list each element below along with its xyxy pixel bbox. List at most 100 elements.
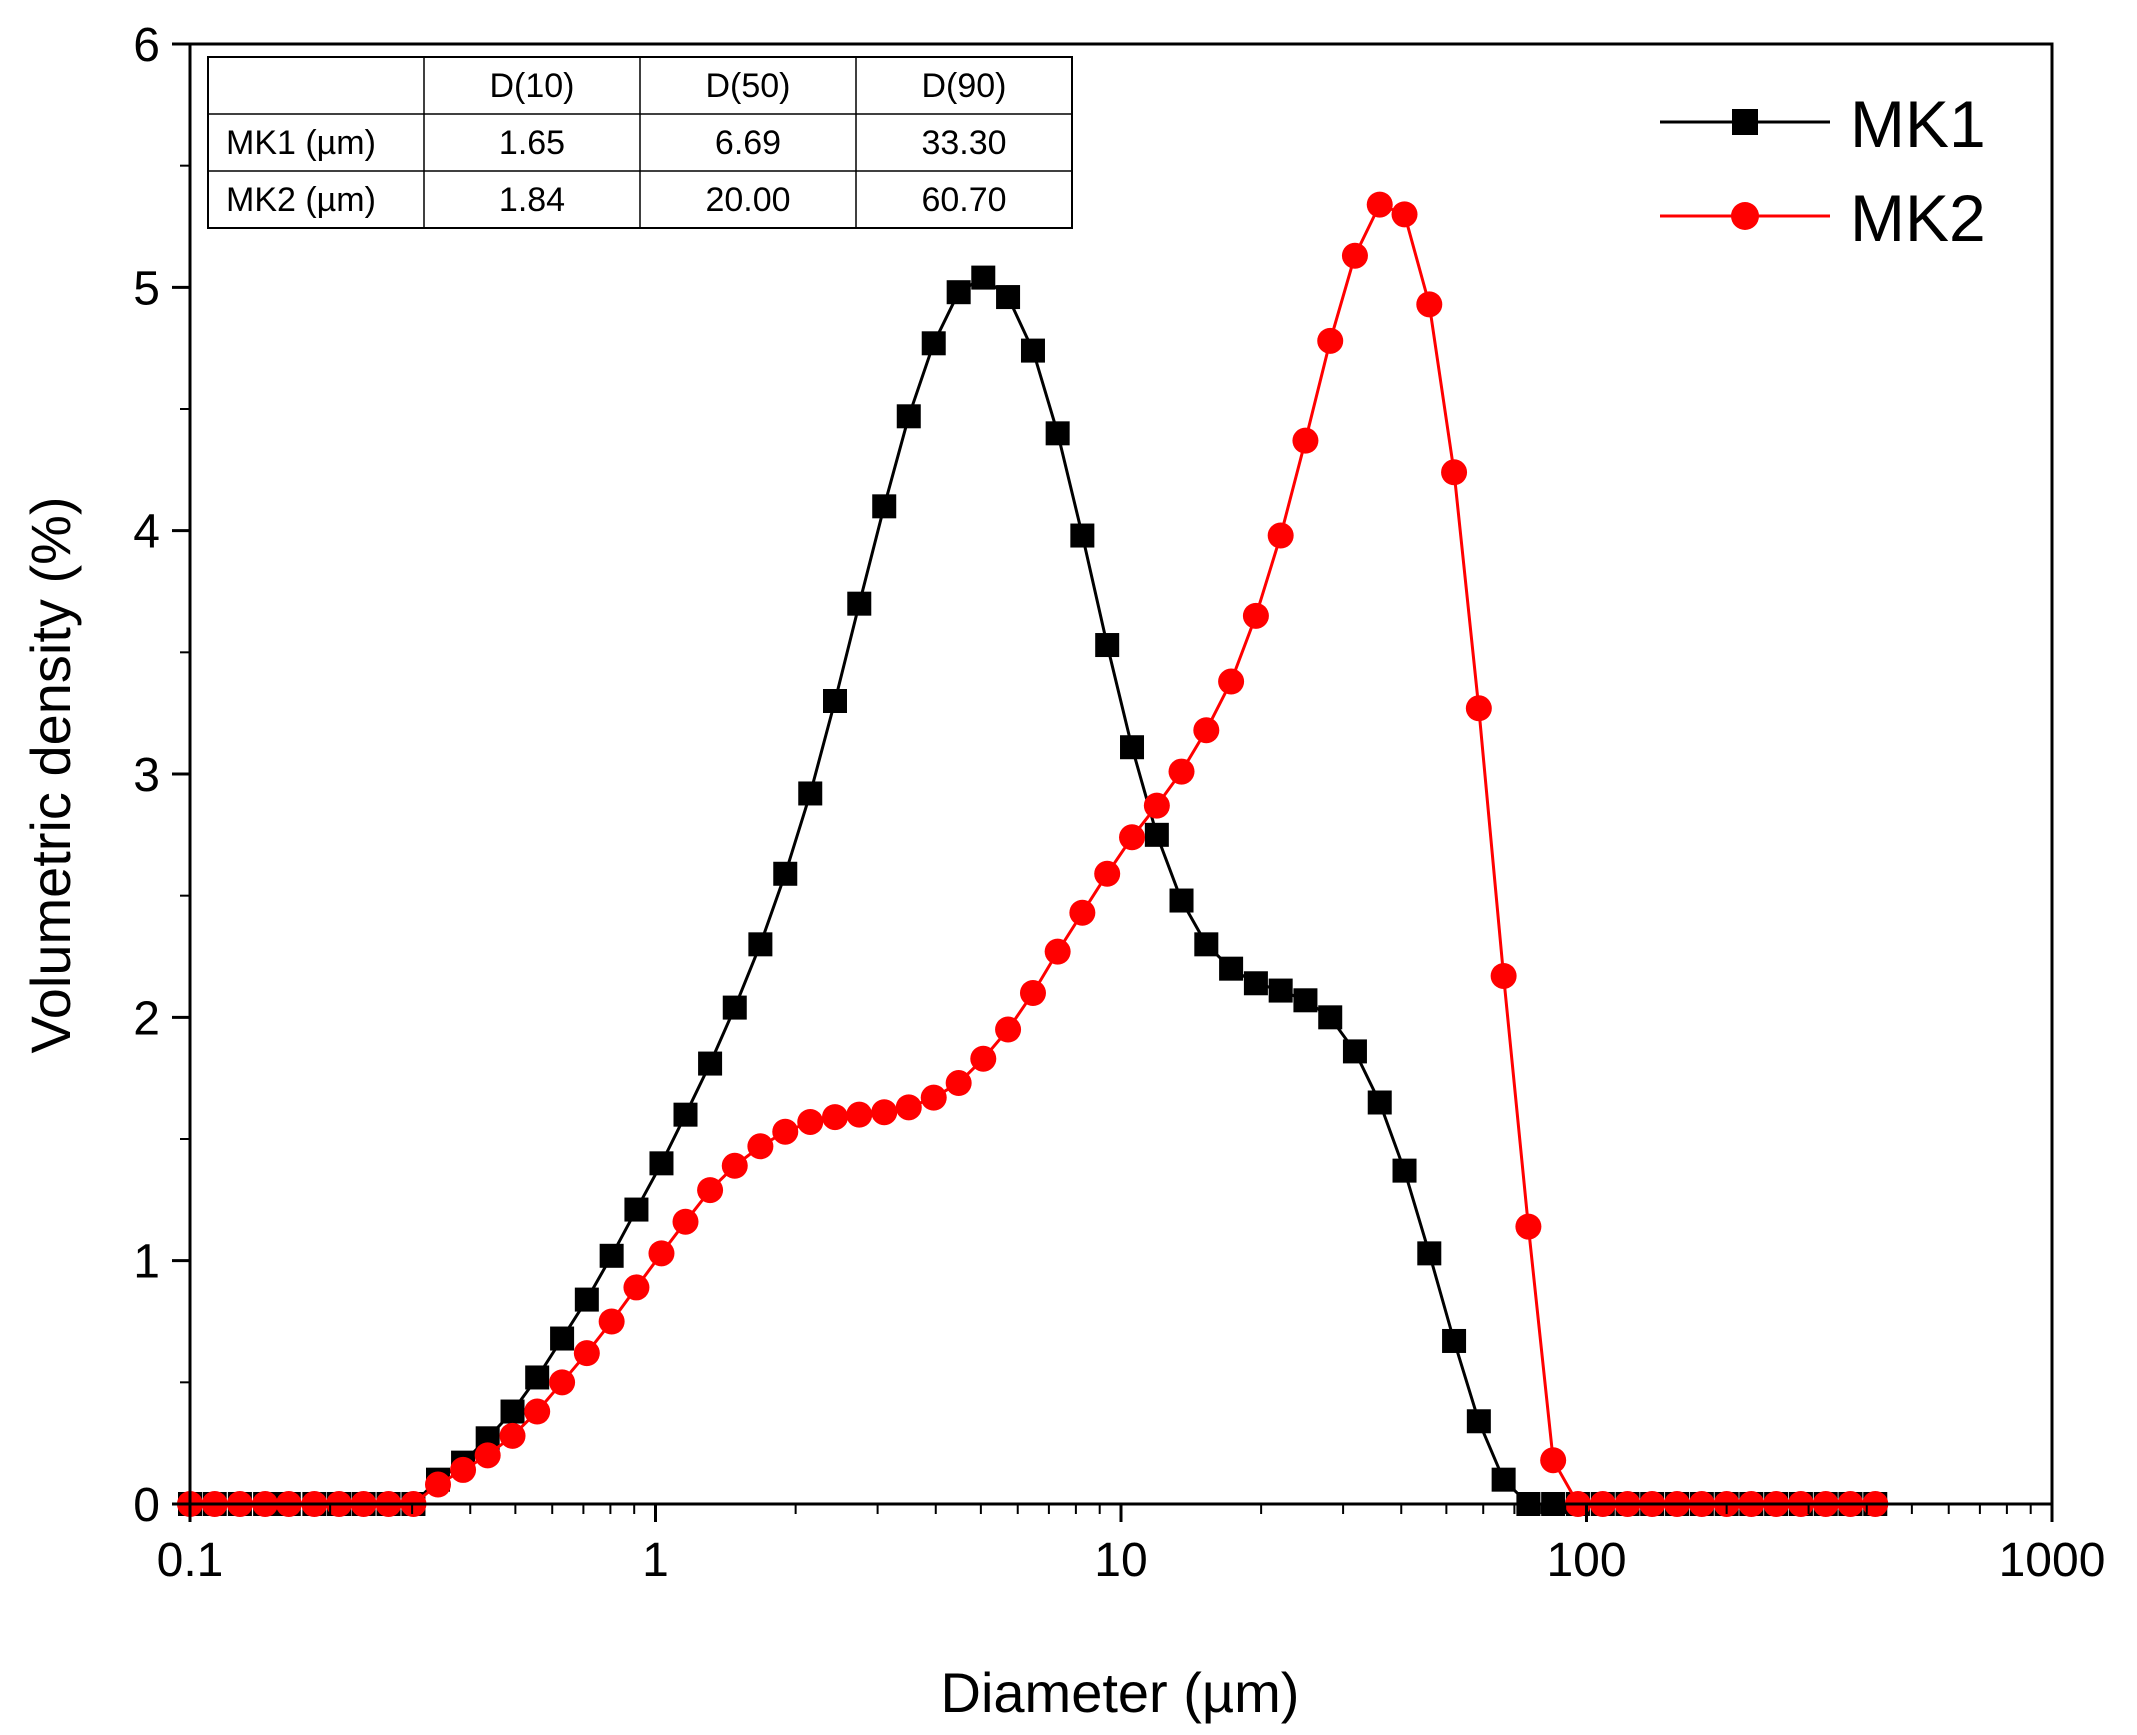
data-point-mk2 [474, 1442, 501, 1469]
y-tick-label: 5 [133, 262, 160, 315]
table-header-d50: D(50) [705, 67, 790, 105]
series-layer [177, 191, 1889, 1517]
data-point-mk2 [1168, 758, 1195, 785]
data-point-mk2 [871, 1099, 898, 1126]
y-tick-label: 0 [133, 1479, 160, 1532]
x-axis-title: Diameter (µm) [941, 1661, 1300, 1724]
data-point-mk2 [573, 1340, 600, 1367]
legend: MK1 MK2 [1660, 87, 1986, 255]
table-cell-mk1-d90: 33.30 [921, 124, 1006, 162]
data-point-mk1 [1219, 956, 1244, 981]
data-point-mk2 [772, 1118, 799, 1145]
data-point-mk2 [797, 1108, 824, 1135]
data-point-mk1 [722, 995, 747, 1020]
data-point-mk2 [1267, 522, 1294, 549]
x-tick-label: 1 [642, 1534, 669, 1587]
data-point-mk1 [550, 1326, 575, 1351]
data-point-mk1 [525, 1365, 550, 1390]
table-row-label-mk1: MK1 (µm) [226, 124, 376, 162]
data-point-mk2 [1416, 291, 1443, 318]
data-point-mk2 [1019, 980, 1046, 1006]
data-point-mk1 [1293, 988, 1318, 1013]
data-point-mk2 [747, 1133, 774, 1160]
table-row-label-mk2: MK2 (µm) [226, 181, 376, 219]
data-point-mk1 [896, 404, 921, 429]
data-point-mk2 [1515, 1213, 1542, 1240]
data-point-mk2 [499, 1422, 526, 1449]
data-point-mk1 [1367, 1090, 1392, 1115]
data-point-mk1 [1392, 1158, 1417, 1183]
data-point-mk2 [1143, 792, 1170, 819]
table-cell-mk2-d90: 60.70 [921, 181, 1006, 219]
data-point-mk1 [673, 1102, 698, 1127]
data-point-mk1 [1243, 971, 1268, 996]
data-point-mk1 [500, 1399, 525, 1424]
data-point-mk2 [970, 1045, 997, 1072]
data-point-mk2 [672, 1208, 699, 1235]
x-tick-label: 100 [1546, 1534, 1626, 1587]
y-tick-label: 1 [133, 1236, 160, 1289]
series-mk2 [177, 191, 1889, 1517]
data-point-mk1 [1318, 1005, 1343, 1030]
data-point-mk2 [623, 1274, 650, 1301]
data-point-mk2 [821, 1104, 848, 1131]
data-point-mk2 [1317, 327, 1344, 354]
data-point-mk1 [1095, 633, 1120, 658]
data-point-mk2 [1193, 717, 1220, 744]
data-point-mk1 [1169, 888, 1194, 913]
data-point-mk1 [921, 331, 946, 356]
data-point-mk1 [996, 285, 1021, 310]
legend-label-mk1: MK1 [1850, 87, 1986, 161]
data-point-mk1 [748, 932, 773, 957]
data-point-mk2 [1366, 191, 1393, 218]
data-point-mk2 [1465, 695, 1492, 722]
data-point-mk2 [1044, 938, 1071, 965]
data-point-mk1 [1417, 1241, 1442, 1266]
data-point-mk1 [1045, 421, 1070, 446]
legend-label-mk2: MK2 [1850, 181, 1986, 255]
data-point-mk1 [1342, 1039, 1367, 1064]
data-point-mk2 [1094, 860, 1121, 887]
data-point-mk2 [1242, 602, 1269, 629]
x-tick-label: 10 [1094, 1534, 1147, 1587]
data-point-mk2 [1540, 1447, 1567, 1474]
data-point-mk1 [1442, 1328, 1467, 1353]
data-point-mk2 [424, 1471, 451, 1498]
y-tick-label: 2 [133, 992, 160, 1045]
data-point-mk2 [549, 1369, 576, 1396]
table-header-d90: D(90) [921, 67, 1006, 105]
x-tick-label: 1000 [1999, 1534, 2106, 1587]
data-point-mk2 [1069, 899, 1096, 926]
data-point-mk2 [450, 1456, 477, 1483]
data-point-mk1 [773, 861, 798, 886]
data-point-mk2 [995, 1016, 1022, 1043]
table-cell-mk2-d50: 20.00 [705, 181, 790, 219]
table-cell-mk2-d10: 1.84 [499, 181, 565, 219]
legend-marker-mk2 [1731, 202, 1759, 230]
data-point-mk1 [798, 781, 823, 806]
data-point-mk2 [1341, 242, 1368, 269]
data-point-mk2 [1119, 824, 1146, 851]
data-point-mk1 [822, 689, 847, 713]
data-point-mk2 [945, 1070, 972, 1097]
data-point-mk1 [1491, 1467, 1516, 1492]
data-point-mk1 [574, 1287, 599, 1312]
data-point-mk2 [1490, 962, 1517, 989]
data-point-mk2 [524, 1398, 551, 1425]
data-point-mk2 [721, 1152, 748, 1179]
legend-marker-mk1 [1732, 109, 1758, 135]
data-point-mk2 [846, 1101, 873, 1128]
data-point-mk2 [920, 1084, 947, 1111]
data-point-mk2 [648, 1240, 675, 1267]
data-point-mk2 [1218, 668, 1245, 695]
data-point-mk2 [1391, 201, 1418, 228]
data-point-mk1 [1020, 338, 1045, 363]
data-point-mk2 [598, 1308, 625, 1335]
data-point-mk1 [1120, 735, 1145, 760]
data-point-mk1 [649, 1151, 674, 1176]
data-point-mk1 [698, 1051, 723, 1076]
table-header-d10: D(10) [489, 67, 574, 105]
data-point-mk2 [1441, 459, 1468, 486]
data-point-mk1 [1268, 978, 1293, 1003]
data-point-mk2 [697, 1177, 724, 1204]
